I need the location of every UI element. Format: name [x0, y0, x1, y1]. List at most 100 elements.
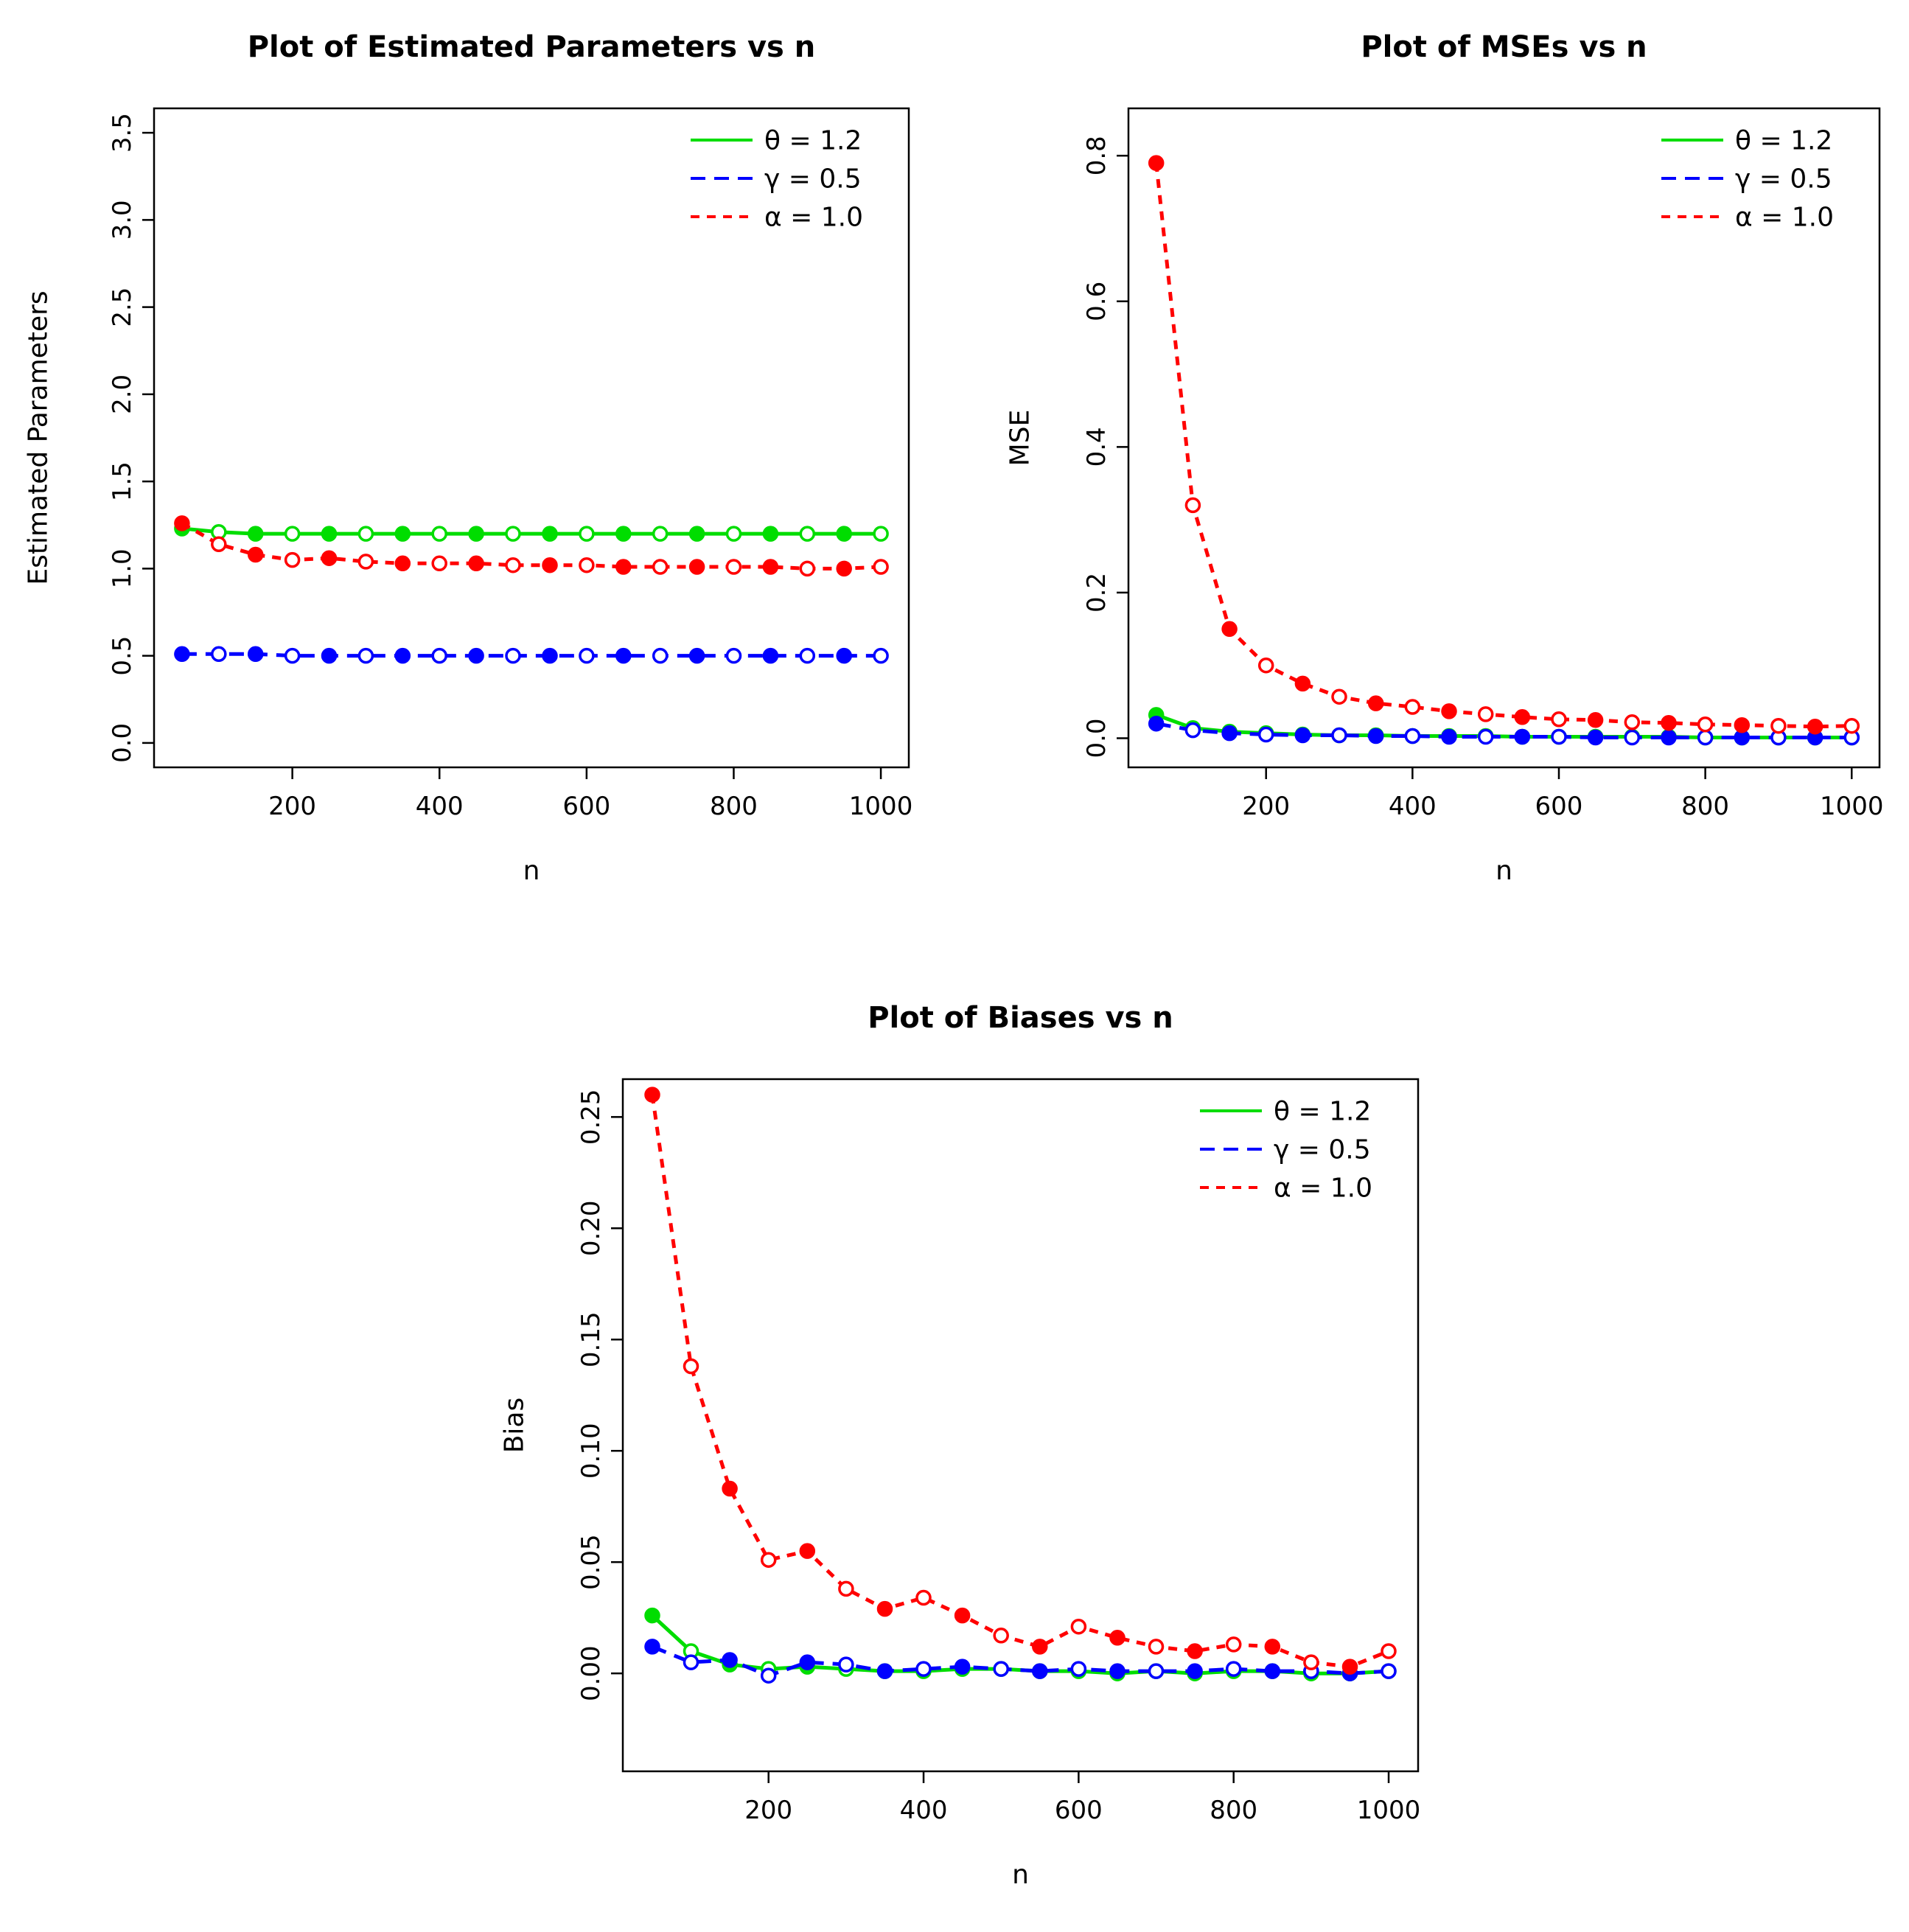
legend: θ = 1.2 γ = 0.5 α = 1.0	[1200, 1097, 1372, 1204]
y-tick-label: 0.20	[576, 1200, 606, 1256]
y-tick-label: 0.4	[1082, 427, 1111, 467]
x-axis: 200 400 600 800 1000 n	[744, 1771, 1420, 1890]
y-tick-label: 2.0	[108, 374, 137, 414]
data-point-gamma	[1477, 728, 1494, 745]
plot-box	[1127, 107, 1881, 769]
x-tick-label: 600	[562, 792, 610, 821]
x-axis-label: n	[523, 856, 540, 886]
data-point-gamma	[1225, 1661, 1242, 1677]
y-tick-label: 0.25	[576, 1089, 606, 1145]
data-point-gamma	[1551, 728, 1567, 745]
data-point-theta	[505, 526, 521, 542]
y-tick-label: 2.5	[108, 287, 137, 327]
x-tick-label: 200	[268, 792, 316, 821]
legend-label-alpha: α = 1.0	[1274, 1174, 1372, 1204]
data-point-theta	[688, 526, 705, 542]
data-point-alpha	[760, 1552, 777, 1568]
x-tick-label: 400	[900, 1796, 948, 1825]
chart-mse: Plot of MSEs vs n 200 400 600 800 1000 n 0.0 0.2…	[1005, 30, 1884, 886]
data-point-gamma	[1367, 728, 1384, 744]
data-point-alpha	[1770, 717, 1787, 734]
data-point-gamma	[993, 1661, 1009, 1677]
data-point-gamma	[174, 646, 190, 663]
data-point-gamma	[725, 647, 742, 664]
chart-params: Plot of Estimated Parameters vs n 200 400 6…	[24, 30, 913, 886]
data-point-gamma	[1109, 1663, 1125, 1679]
data-point-gamma	[247, 646, 264, 663]
data-point-alpha	[1187, 1643, 1203, 1659]
data-point-gamma	[1032, 1663, 1048, 1679]
data-point-alpha	[836, 560, 852, 577]
data-point-alpha	[954, 1607, 971, 1624]
chart-title: Plot of Estimated Parameters vs n	[248, 30, 816, 64]
data-point-alpha	[1624, 714, 1641, 730]
data-point-alpha	[505, 557, 521, 573]
data-point-theta	[644, 1607, 660, 1624]
data-point-alpha	[174, 515, 190, 531]
data-point-gamma	[876, 1663, 893, 1679]
data-point-theta	[836, 526, 852, 542]
data-point-theta	[542, 526, 558, 542]
y-tick-label: 0.5	[108, 636, 137, 676]
data-point-alpha	[1341, 1659, 1358, 1675]
legend-label-gamma: γ = 0.5	[1274, 1135, 1371, 1165]
chart-title: Plot of Biases vs n	[868, 1001, 1173, 1035]
data-point-alpha	[1148, 155, 1165, 171]
data-point-gamma	[760, 1667, 777, 1684]
x-tick-label: 800	[1681, 792, 1729, 821]
data-point-gamma	[1587, 729, 1604, 746]
data-point-gamma	[1624, 729, 1641, 746]
data-point-alpha	[321, 550, 338, 566]
data-point-gamma	[1331, 727, 1347, 744]
data-point-alpha	[1661, 714, 1677, 731]
x-tick-label: 600	[1535, 792, 1583, 821]
data-point-theta	[357, 526, 374, 542]
data-point-gamma	[1514, 728, 1531, 745]
data-point-gamma	[799, 1654, 816, 1670]
data-point-gamma	[762, 647, 779, 664]
data-point-alpha	[1221, 621, 1238, 638]
x-tick-label: 1000	[1820, 792, 1884, 821]
y-tick-label: 0.00	[576, 1645, 606, 1701]
data-point-alpha	[725, 559, 742, 575]
series-alpha	[644, 1087, 1397, 1675]
data-point-alpha	[644, 1087, 660, 1103]
y-tick-label: 0.6	[1082, 282, 1111, 321]
series-gamma	[174, 646, 889, 664]
data-point-alpha	[799, 560, 816, 577]
legend-label-gamma: γ = 0.5	[764, 164, 862, 195]
data-point-gamma	[1404, 728, 1421, 744]
data-point-alpha	[1551, 711, 1567, 728]
data-point-gamma	[1148, 715, 1165, 732]
data-point-alpha	[431, 555, 447, 572]
data-point-theta	[579, 526, 595, 542]
data-point-gamma	[357, 647, 374, 664]
data-point-alpha	[1294, 675, 1311, 692]
y-tick-label: 1.0	[108, 548, 137, 588]
data-point-alpha	[1807, 718, 1824, 735]
data-point-alpha	[1697, 716, 1714, 733]
x-axis: 200 400 600 800 1000 n	[268, 767, 912, 886]
data-point-gamma	[1264, 1663, 1281, 1679]
data-point-alpha	[357, 554, 374, 570]
data-point-alpha	[993, 1628, 1009, 1644]
data-point-alpha	[579, 557, 595, 573]
legend-label-gamma: γ = 0.5	[1735, 164, 1832, 195]
y-axis: 0.00 0.05 0.10 0.15 0.20 0.25 Bias	[500, 1089, 623, 1701]
y-axis-label: MSE	[1005, 410, 1036, 467]
y-tick-label: 3.0	[108, 200, 137, 240]
y-tick-label: 0.10	[576, 1423, 606, 1479]
data-point-gamma	[1661, 729, 1677, 746]
data-point-gamma	[1184, 722, 1201, 739]
data-point-gamma	[542, 647, 558, 664]
x-axis-label: n	[1496, 856, 1512, 886]
data-point-alpha	[1367, 695, 1384, 711]
x-tick-label: 200	[744, 1796, 792, 1825]
data-point-alpha	[1109, 1630, 1125, 1646]
data-point-theta	[762, 526, 779, 542]
data-point-alpha	[722, 1480, 738, 1497]
data-point-gamma	[1441, 728, 1457, 745]
data-point-gamma	[683, 1654, 699, 1670]
data-point-gamma	[1187, 1663, 1203, 1679]
data-point-alpha	[873, 559, 889, 575]
